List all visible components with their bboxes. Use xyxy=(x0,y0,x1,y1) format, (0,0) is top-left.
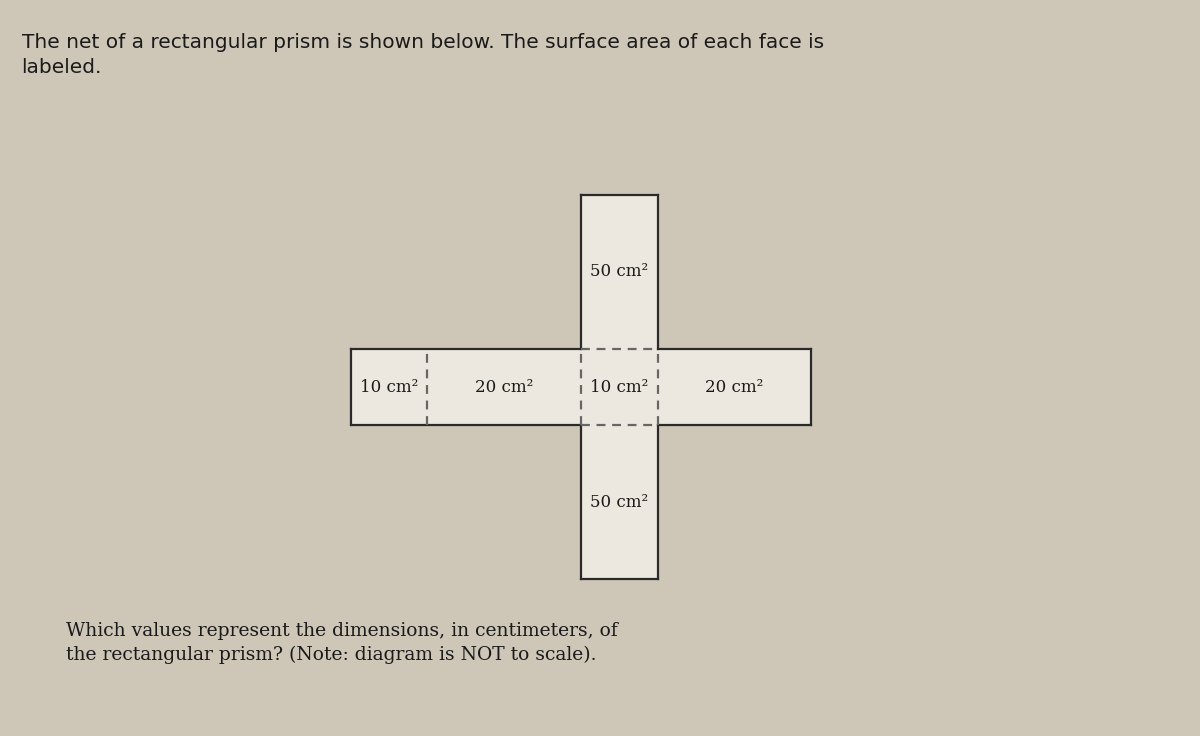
Text: 50 cm²: 50 cm² xyxy=(590,263,648,280)
Text: Which values represent the dimensions, in centimeters, of
the rectangular prism?: Which values represent the dimensions, i… xyxy=(66,622,618,664)
Text: 20 cm²: 20 cm² xyxy=(475,378,533,395)
Text: 20 cm²: 20 cm² xyxy=(706,378,763,395)
Bar xyxy=(427,349,581,425)
Bar xyxy=(658,349,811,425)
Text: 50 cm²: 50 cm² xyxy=(590,494,648,511)
Text: 10 cm²: 10 cm² xyxy=(360,378,418,395)
Bar xyxy=(350,349,427,425)
Text: The net of a rectangular prism is shown below. The surface area of each face is
: The net of a rectangular prism is shown … xyxy=(22,33,823,77)
Bar xyxy=(581,195,658,349)
Bar xyxy=(581,349,658,425)
Bar xyxy=(581,425,658,579)
Text: 10 cm²: 10 cm² xyxy=(590,378,648,395)
